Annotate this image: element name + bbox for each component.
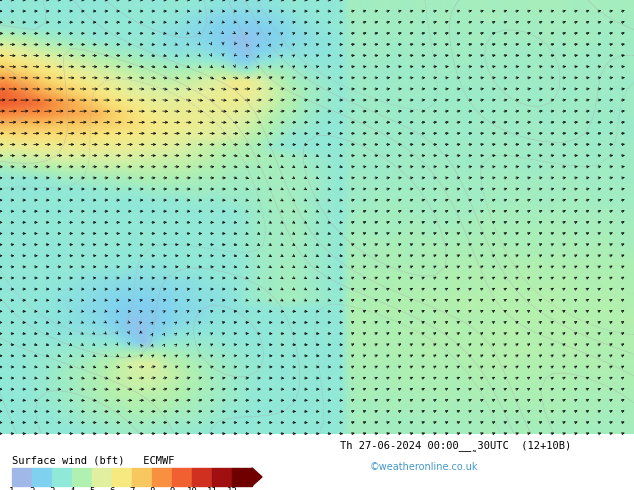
Text: 2: 2: [29, 487, 35, 490]
Bar: [132, 468, 152, 486]
Bar: [32, 468, 52, 486]
Bar: [112, 468, 132, 486]
Text: 1: 1: [10, 487, 15, 490]
Polygon shape: [252, 468, 262, 486]
Bar: [92, 468, 112, 486]
Text: Th 27-06-2024 00:00̲̲̰30UTC  (12+10B): Th 27-06-2024 00:00̲̲̰30UTC (12+10B): [340, 440, 571, 451]
Bar: [152, 468, 172, 486]
Text: 11: 11: [207, 487, 217, 490]
Text: 8: 8: [150, 487, 155, 490]
Text: 6: 6: [109, 487, 115, 490]
Bar: [172, 468, 192, 486]
Text: 7: 7: [129, 487, 134, 490]
Text: 12: 12: [226, 487, 237, 490]
Bar: [72, 468, 92, 486]
Text: 3: 3: [49, 487, 55, 490]
Text: 10: 10: [186, 487, 197, 490]
Bar: [212, 468, 232, 486]
Text: 9: 9: [169, 487, 175, 490]
Bar: [192, 468, 212, 486]
Text: ©weatheronline.co.uk: ©weatheronline.co.uk: [370, 462, 479, 472]
Bar: [12, 468, 32, 486]
Bar: [232, 468, 252, 486]
Bar: [52, 468, 72, 486]
Text: Surface wind (bft)   ECMWF: Surface wind (bft) ECMWF: [12, 456, 174, 466]
Text: 5: 5: [89, 487, 94, 490]
Text: 4: 4: [69, 487, 75, 490]
